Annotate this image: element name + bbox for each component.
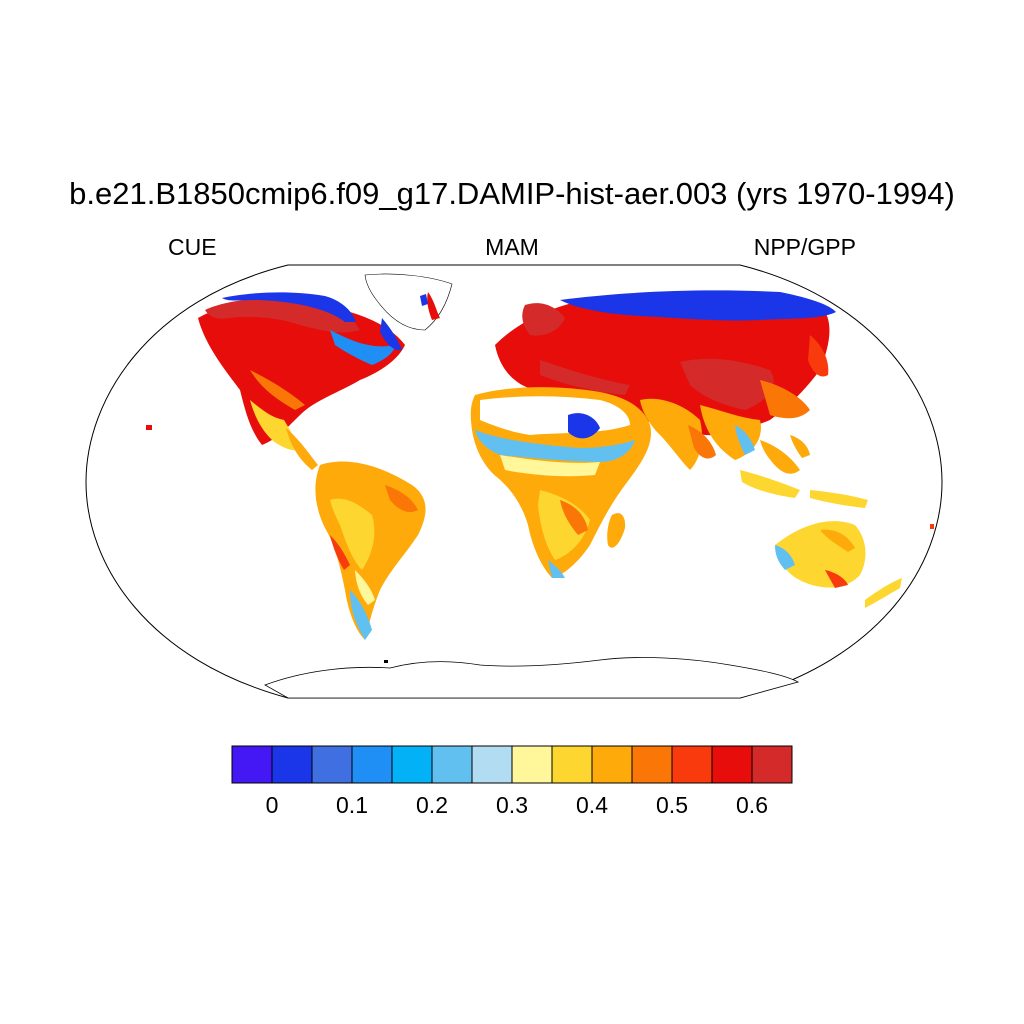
colorbar-swatch xyxy=(711,745,753,784)
colorbar-tick-label: 0.5 xyxy=(656,792,688,818)
colorbar-swatch xyxy=(751,745,793,784)
colorbar-tick-label: 0 xyxy=(265,792,279,818)
colorbar-swatch xyxy=(671,745,713,784)
north-america xyxy=(198,292,405,470)
colorbar-swatch xyxy=(391,745,433,784)
colorbar-swatch xyxy=(591,745,633,784)
map-title: b.e21.B1850cmip6.f09_g17.DAMIP-hist-aer.… xyxy=(69,176,955,211)
south-america xyxy=(315,461,426,640)
africa xyxy=(470,387,651,578)
falklands xyxy=(384,660,388,663)
antarctica xyxy=(264,657,800,699)
units-label: NPP/GPP xyxy=(753,234,856,260)
colorbar-swatch xyxy=(471,745,513,784)
south-asia xyxy=(640,398,755,470)
variable-label: CUE xyxy=(168,234,217,260)
greenland xyxy=(364,273,453,331)
australia xyxy=(775,521,902,608)
season-label: MAM xyxy=(485,234,539,260)
colorbar-tick-label: 0.3 xyxy=(496,792,528,818)
colorbar-swatch xyxy=(511,745,553,784)
colorbar-tick-label: 0.1 xyxy=(336,792,368,818)
southeast-asia xyxy=(740,435,868,508)
colorbar-swatch xyxy=(631,745,673,784)
colorbar-swatch xyxy=(231,745,273,784)
colorbar-tick-label: 0.6 xyxy=(736,792,768,818)
colorbar-swatch xyxy=(271,745,313,784)
hawaii xyxy=(146,425,152,430)
colorbar-swatch xyxy=(551,745,593,784)
colorbar-swatch xyxy=(351,745,393,784)
colorbar-swatch xyxy=(431,745,473,784)
colorbar-tick-label: 0.4 xyxy=(576,792,608,818)
colorbar-tick-label: 0.2 xyxy=(416,792,448,818)
eurasia xyxy=(495,290,836,460)
new-caledonia xyxy=(930,524,934,529)
colorbar-swatch xyxy=(311,745,353,784)
